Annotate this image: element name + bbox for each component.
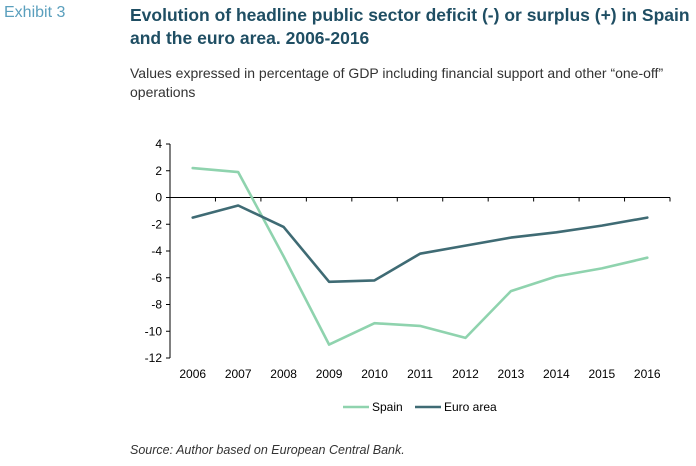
legend: Spain Euro area xyxy=(343,400,497,414)
series-line-euro-area xyxy=(191,204,649,284)
y-tick-label: 0 xyxy=(155,191,162,205)
x-tick-label: 2010 xyxy=(361,367,388,381)
chart-subtitle: Values expressed in percentage of GDP in… xyxy=(130,65,664,100)
y-tick-label: 4 xyxy=(155,137,162,151)
legend-label: Spain xyxy=(372,400,403,414)
x-axis: 2006 2007 2008 2009 2010 2011 2012 2013 2014 2015… xyxy=(169,197,671,381)
y-tick-label: 2 xyxy=(155,164,162,178)
x-tick-label: 2008 xyxy=(270,367,297,381)
exhibit-label: Exhibit 3 xyxy=(4,4,66,21)
chart-title: Evolution of headline public sector defi… xyxy=(130,5,690,48)
series-line-spain xyxy=(191,166,649,346)
y-tick-label: -10 xyxy=(145,324,163,338)
x-tick-label: 2012 xyxy=(452,367,479,381)
y-tick-label: -6 xyxy=(151,271,162,285)
legend-label: Euro area xyxy=(444,400,497,414)
series-lines xyxy=(191,166,649,346)
x-tick-label: 2006 xyxy=(179,367,206,381)
x-tick-label: 2013 xyxy=(498,367,525,381)
source-note: Source: Author based on European Central… xyxy=(130,443,405,457)
x-tick-label: 2016 xyxy=(634,367,661,381)
y-tick-label: -8 xyxy=(151,298,162,312)
y-tick-label: -2 xyxy=(151,217,162,231)
x-tick-label: 2015 xyxy=(588,367,615,381)
y-axis: 4 2 0 -2 -4 -6 -8 -10 -12 xyxy=(145,137,171,365)
x-tick-label: 2011 xyxy=(407,367,433,381)
y-tick-label: -12 xyxy=(145,351,163,365)
x-tick-label: 2014 xyxy=(543,367,570,381)
x-tick-label: 2009 xyxy=(316,367,343,381)
x-tick-label: 2007 xyxy=(225,367,252,381)
y-tick-label: -4 xyxy=(151,244,162,258)
